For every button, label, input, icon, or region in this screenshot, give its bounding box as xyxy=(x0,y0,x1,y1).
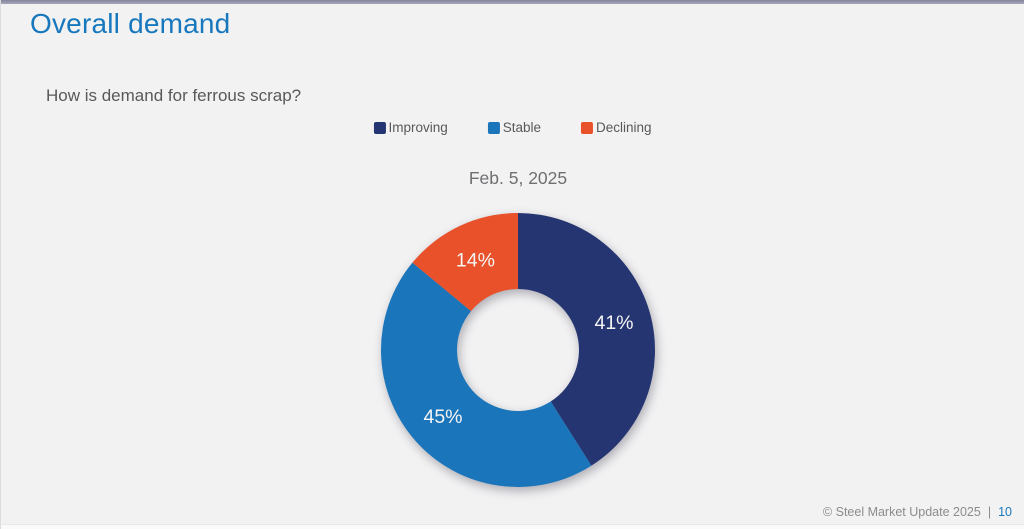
slice-data-label: 45% xyxy=(423,406,462,428)
chart-date-title: Feb. 5, 2025 xyxy=(468,168,568,188)
page-number: 10 xyxy=(998,505,1012,519)
legend-item-declining: Declining xyxy=(581,120,652,135)
slide-footer: © Steel Market Update 2025 | 10 xyxy=(823,505,1012,519)
donut-slice-stable xyxy=(380,262,592,487)
chart-question: How is demand for ferrous scrap? xyxy=(46,86,302,105)
progress-bar xyxy=(1,0,1024,4)
chart-legend: Improving Stable Declining xyxy=(373,120,652,135)
legend-label: Improving xyxy=(388,120,448,135)
legend-item-improving: Improving xyxy=(373,120,448,135)
legend-swatch xyxy=(487,121,500,134)
donut-slices: 41% 45% 14% xyxy=(380,213,655,487)
bottom-strip xyxy=(1,524,1024,529)
footer-separator: | xyxy=(987,505,992,519)
donut-slice-declining xyxy=(412,213,518,312)
legend-label: Stable xyxy=(502,120,542,135)
legend-swatch xyxy=(373,121,386,134)
donut-chart: 41% 45% 14% xyxy=(380,213,655,487)
legend-item-stable: Stable xyxy=(487,120,542,135)
page-title: Overall demand xyxy=(30,8,231,39)
donut-chart-container: 41% 45% 14% xyxy=(353,185,683,515)
donut-slice-improving xyxy=(518,213,655,466)
copyright-text: © Steel Market Update 2025 xyxy=(822,505,981,519)
slice-data-label: 41% xyxy=(594,312,633,334)
legend-swatch xyxy=(581,121,594,134)
slice-data-label: 14% xyxy=(456,250,495,272)
legend-label: Declining xyxy=(596,120,652,135)
